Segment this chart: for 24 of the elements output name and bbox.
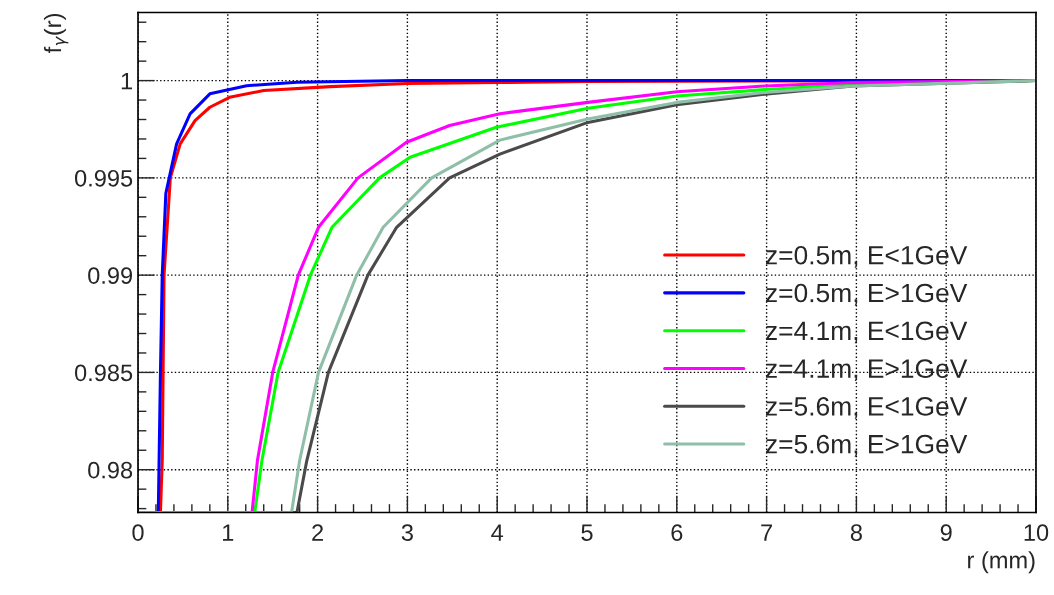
x-tick-label: 4 <box>491 524 504 541</box>
x-tick-label: 3 <box>401 524 413 541</box>
y-tick-label: 0.98 <box>88 461 133 479</box>
y-axis-title: f$_{γ}$(r) <box>43 14 69 54</box>
y-tick-label: 0.985 <box>74 364 133 382</box>
legend-label: z=4.1m, E<1GeV <box>765 321 968 344</box>
x-tick-label: 2 <box>312 524 323 541</box>
legend-label: z=4.1m, E>1GeV <box>765 359 968 382</box>
x-tick-label: 10 <box>1024 524 1049 541</box>
x-axis-title: r (mm) <box>968 551 1035 574</box>
legend-label: z=0.5m, E<1GeV <box>765 245 968 268</box>
x-tick-label: 9 <box>940 524 952 541</box>
x-tick-label: 1 <box>223 524 234 541</box>
legend-label: z=5.6m, E<1GeV <box>765 397 968 419</box>
x-tick-label: 8 <box>850 524 862 541</box>
y-tick-label: 0.995 <box>74 169 133 187</box>
legend-label: z=0.5m, E>1GeV <box>765 283 968 306</box>
y-tick-label: 0.99 <box>88 267 133 284</box>
x-tick-label: 0 <box>132 524 144 541</box>
legend-label: z=5.6m, E>1GeV <box>765 434 968 457</box>
x-tick-label: 5 <box>581 524 593 541</box>
x-tick-label: 7 <box>761 524 772 541</box>
y-tick-label: 1 <box>121 72 132 90</box>
x-tick-label: 6 <box>671 524 683 541</box>
